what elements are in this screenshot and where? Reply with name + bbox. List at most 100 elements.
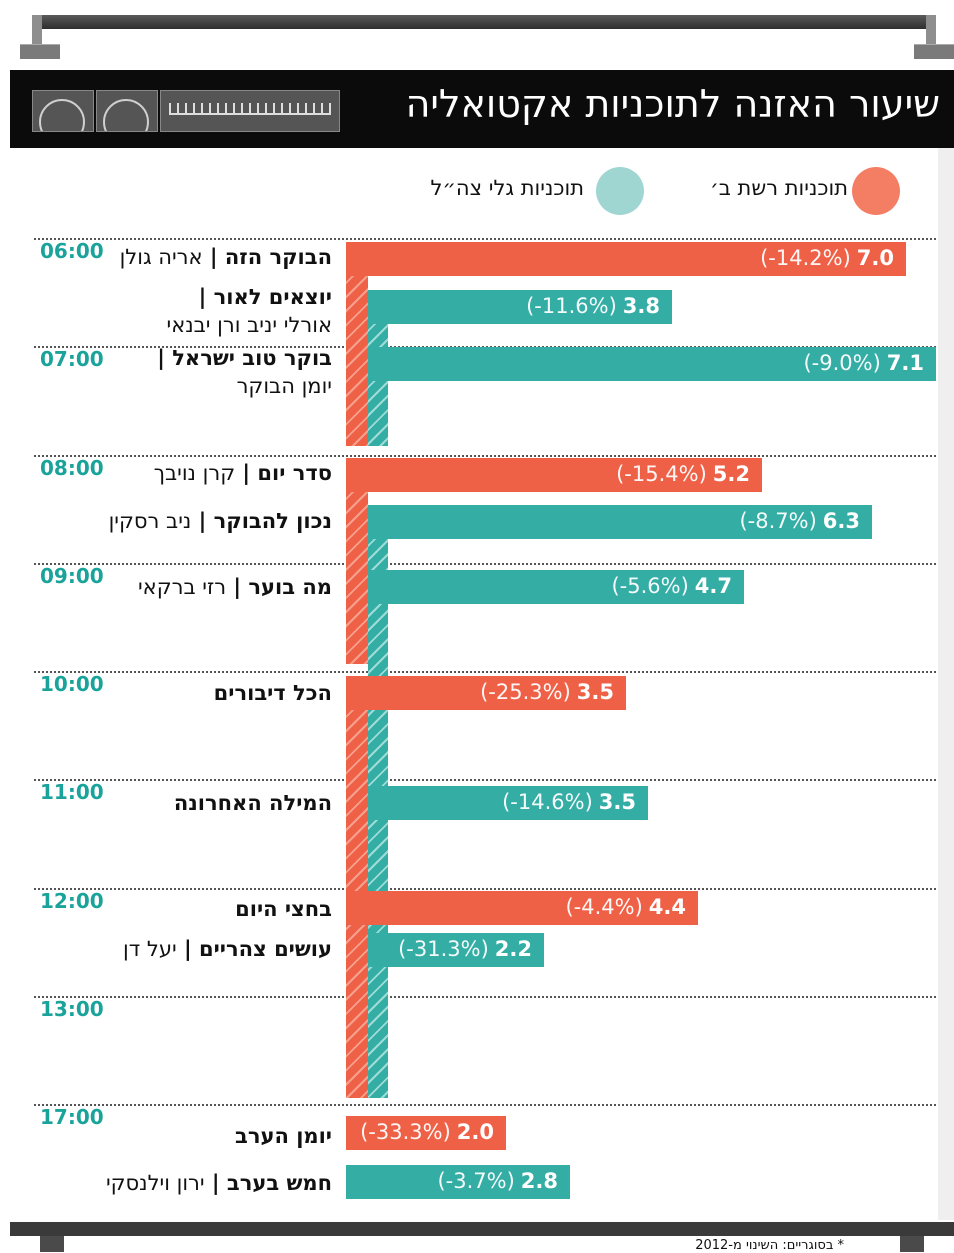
tuner-scale-icon [160, 90, 340, 132]
change-label: (-14.2%) [760, 246, 851, 270]
background-shade [938, 148, 954, 1220]
program-label: יומן הערב [235, 1123, 332, 1151]
value-label: 7.0 [856, 246, 894, 270]
change-label: (-15.4%) [616, 462, 707, 486]
program-host: יעל דן [123, 937, 177, 961]
program-host: אורלי יניב ורן יבנאי [166, 313, 333, 337]
change-label: (-8.7%) [739, 509, 817, 533]
bar-reshet-bet: (-25.3%) 3.5 [346, 676, 626, 710]
change-label: (-31.3%) [398, 937, 489, 961]
vu-meter-icon [32, 90, 94, 132]
reshet-bet-span [346, 676, 368, 1098]
program-host: ירון וילנסקי [105, 1171, 205, 1195]
data-label: (-3.7%) 2.8 [437, 1169, 558, 1193]
hour-divider [34, 1104, 936, 1106]
program-title: עושים צהריים [198, 937, 332, 961]
data-label: (-14.6%) 3.5 [502, 790, 636, 814]
value-label: 5.2 [712, 462, 750, 486]
program-title: הבוקר הזה [224, 245, 332, 269]
bottom-post-left [40, 1236, 64, 1252]
value-label: 4.7 [694, 574, 732, 598]
value-label: 2.8 [520, 1169, 558, 1193]
bar-reshet-bet: (-14.2%) 7.0 [346, 242, 906, 276]
hour-label: 13:00 [40, 997, 104, 1021]
data-label: (-9.0%) 7.1 [803, 351, 924, 375]
separator: | [191, 509, 214, 533]
hour-divider [34, 238, 936, 240]
data-label: (-14.2%) 7.0 [760, 246, 894, 270]
hour-label: 06:00 [40, 239, 104, 263]
program-label: הכל דיבורים [214, 680, 332, 708]
hour-label: 08:00 [40, 456, 104, 480]
hour-divider [34, 779, 936, 781]
data-label: (-25.3%) 3.5 [480, 680, 614, 704]
change-label: (-33.3%) [360, 1120, 451, 1144]
data-label: (-15.4%) 5.2 [616, 462, 750, 486]
footnote: * בסוגריים: השינוי מ-2012 [695, 1238, 844, 1253]
hour-divider [34, 563, 936, 565]
bottom-post-right [900, 1236, 924, 1252]
rail-post-right [926, 15, 936, 49]
program-title: נכון להבוקר [213, 509, 332, 533]
data-label: (-5.6%) 4.7 [611, 574, 732, 598]
separator: | [204, 1171, 227, 1195]
hour-label: 11:00 [40, 780, 104, 804]
change-label: (-11.6%) [526, 294, 617, 318]
hour-label: 10:00 [40, 672, 104, 696]
bar-galei-tzahal: (-14.6%) 3.5 [368, 786, 648, 820]
hour-divider [34, 996, 936, 998]
legend-label-reshet-bet: תוכניות רשת ב׳ [709, 176, 848, 200]
separator: | [202, 245, 225, 269]
program-label: עושים צהריים | יעל דן [123, 936, 332, 964]
bar-reshet-bet: (-4.4%) 4.4 [346, 891, 698, 925]
change-label: (-9.0%) [803, 351, 881, 375]
legend-swatch-reshet-bet [852, 167, 900, 215]
title-bar: שיעור האזנה לתוכניות אקטואליה [10, 70, 954, 148]
top-rail [32, 15, 932, 29]
value-label: 3.8 [622, 294, 660, 318]
bar-reshet-bet: (-33.3%) 2.0 [346, 1116, 506, 1150]
change-label: (-3.7%) [437, 1169, 515, 1193]
program-label: חמש בערב | ירון וילנסקי [106, 1170, 332, 1198]
program-host: קרן נויבך [153, 461, 236, 485]
program-host: אריה גולן [119, 245, 203, 269]
program-title: הכל דיבורים [213, 681, 332, 705]
program-title: יומן הערב [235, 1124, 332, 1148]
data-label: (-11.6%) 3.8 [526, 294, 660, 318]
program-label: מה בוער | רזי ברקאי [138, 574, 332, 602]
program-host: ניב רסקין [108, 509, 192, 533]
program-title: סדר יום [257, 461, 332, 485]
hour-label: 07:00 [40, 347, 104, 371]
hour-label: 09:00 [40, 564, 104, 588]
legend-label-galei-tzahal: תוכניות גלי צה״ל [430, 176, 584, 200]
bottom-rail [10, 1222, 954, 1236]
program-host: יומן הבוקר [236, 374, 332, 398]
rail-foot-left [20, 44, 60, 59]
program-label: יוצאים לאור | אורלי יניב ורן יבנאי [167, 284, 333, 338]
bar-galei-tzahal: (-11.6%) 3.8 [368, 290, 672, 324]
data-label: (-8.7%) 6.3 [739, 509, 860, 533]
bar-galei-tzahal: (-31.3%) 2.2 [368, 933, 544, 967]
separator: | [176, 937, 199, 961]
hour-divider [34, 671, 936, 673]
bar-galei-tzahal: (-5.6%) 4.7 [368, 570, 744, 604]
hour-label: 17:00 [40, 1105, 104, 1129]
program-title: המילה האחרונה [173, 791, 332, 815]
program-label: בוקר טוב ישראל | יומן הבוקר [157, 345, 332, 399]
bar-galei-tzahal: (-9.0%) 7.1 [368, 347, 936, 381]
bar-reshet-bet: (-15.4%) 5.2 [346, 458, 762, 492]
program-label: נכון להבוקר | ניב רסקין [109, 508, 332, 536]
bar-galei-tzahal: (-3.7%) 2.8 [346, 1165, 570, 1199]
value-label: 2.0 [456, 1120, 494, 1144]
program-title: בחצי היום [235, 897, 332, 921]
change-label: (-4.4%) [565, 895, 643, 919]
rail-post-left [32, 15, 42, 49]
change-label: (-5.6%) [611, 574, 689, 598]
data-label: (-33.3%) 2.0 [360, 1120, 494, 1144]
program-title: מה בוער [248, 575, 332, 599]
vu-meter-icon [96, 90, 158, 132]
chart-title: שיעור האזנה לתוכניות אקטואליה [405, 82, 940, 126]
data-label: (-4.4%) 4.4 [565, 895, 686, 919]
value-label: 6.3 [822, 509, 860, 533]
hour-divider [34, 455, 936, 457]
